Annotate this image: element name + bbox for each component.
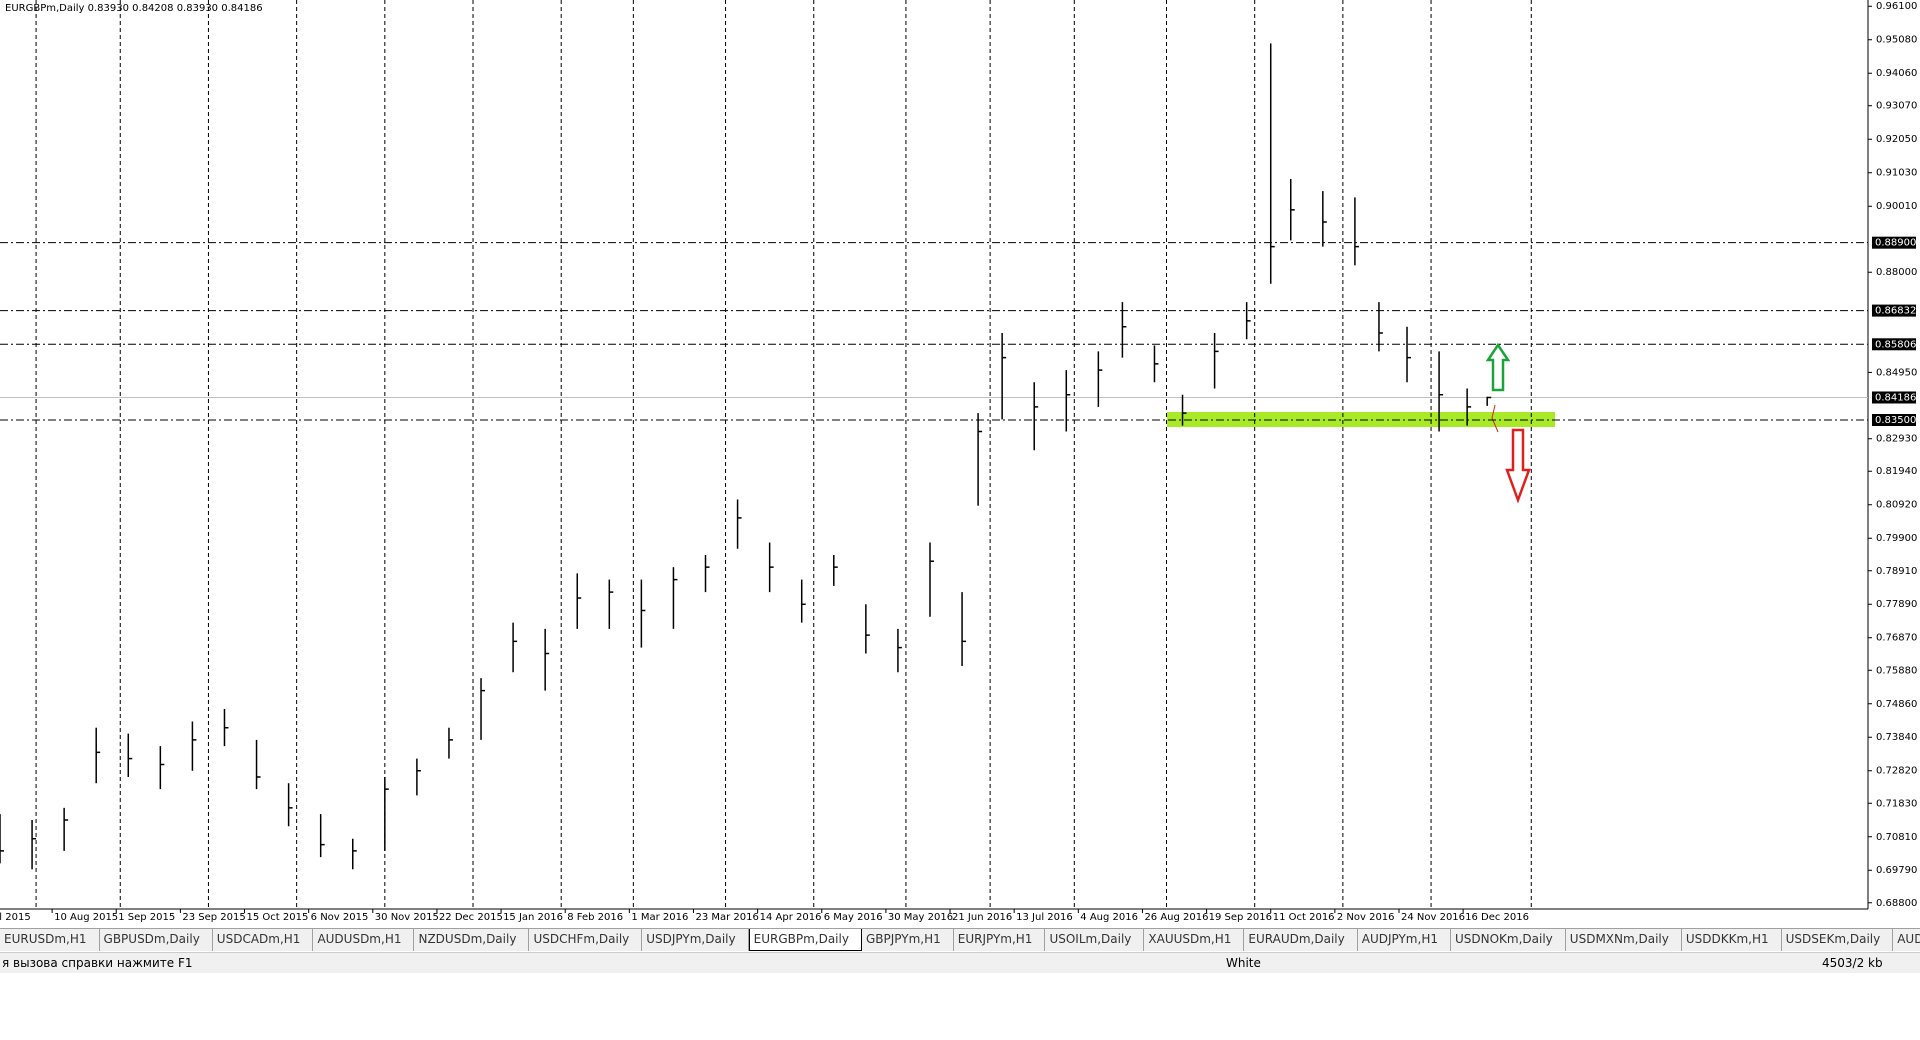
chart-tab[interactable]: GBPJPYm,H1: [862, 929, 954, 951]
chart-title: EURGBPm,Daily 0.83930 0.84208 0.83930 0.…: [5, 3, 263, 14]
x-tick-label: 24 Nov 2016: [1401, 912, 1465, 923]
x-tick-label: 15 Jan 2016: [503, 912, 563, 923]
up-arrow: [1485, 342, 1511, 392]
status-traffic: 4503/2 kb: [1822, 956, 1883, 970]
y-tick-label: 0.79900: [1876, 533, 1917, 544]
chart-tab[interactable]: AUDCAD: [1893, 929, 1920, 951]
y-tick-label: 0.81940: [1876, 466, 1917, 477]
chart-tab[interactable]: USDCADm,H1: [213, 929, 314, 951]
x-tick-label: 22 Dec 2015: [439, 912, 503, 923]
y-tick-label: 0.71830: [1876, 798, 1917, 809]
x-tick-label: 30 Nov 2015: [375, 912, 439, 923]
level-label: 0.84186: [1875, 392, 1916, 403]
x-tick-label: 2 Nov 2016: [1337, 912, 1395, 923]
x-tick-label: 23 Mar 2016: [695, 912, 758, 923]
x-tick-label: 11 Oct 2016: [1273, 912, 1335, 923]
chart-tab[interactable]: USDMXNm,Daily: [1566, 929, 1682, 951]
chart-tab[interactable]: USDSEKm,Daily: [1782, 929, 1894, 951]
y-tick-label: 0.95080: [1876, 35, 1917, 46]
y-tick-label: 0.76870: [1876, 633, 1917, 644]
pen-stroke: [1491, 404, 1499, 433]
y-tick-label: 0.77890: [1876, 599, 1917, 610]
y-tick-label: 0.96100: [1876, 1, 1917, 12]
chart-tab[interactable]: GBPUSDm,Daily: [100, 929, 213, 951]
y-tick-label: 0.68800: [1876, 898, 1917, 909]
x-tick-label: 1 Mar 2016: [631, 912, 688, 923]
x-tick-label: Jul 2015: [0, 912, 31, 923]
chart-tab[interactable]: NZDUSDm,Daily: [414, 929, 530, 951]
level-label: 0.86832: [1875, 306, 1916, 317]
x-tick-label: 4 Aug 2016: [1080, 912, 1138, 923]
chart-tab[interactable]: EURGBPm,Daily: [748, 929, 862, 951]
x-tick-label: 14 Apr 2016: [760, 912, 822, 923]
chart-tab[interactable]: EURUSDm,H1: [0, 929, 100, 951]
chart-tab[interactable]: USDJPYm,Daily: [642, 929, 749, 951]
chart-tab[interactable]: EURAUDm,Daily: [1244, 929, 1358, 951]
x-tick-label: 13 Jul 2016: [1016, 912, 1073, 923]
y-tick-label: 0.80920: [1876, 500, 1917, 511]
chart-tab[interactable]: AUDUSDm,H1: [313, 929, 415, 951]
y-tick-label: 0.93070: [1876, 101, 1917, 112]
x-tick-label: 1 Sep 2015: [118, 912, 175, 923]
y-tick-label: 0.72820: [1876, 766, 1917, 777]
y-tick-label: 0.74860: [1876, 699, 1917, 710]
level-label: 0.85806: [1875, 339, 1916, 350]
level-label-box: [1872, 338, 1916, 351]
chart-tab[interactable]: USDDKKm,H1: [1682, 929, 1782, 951]
x-tick-label: 6 Nov 2015: [311, 912, 369, 923]
chart-tabs: EURUSDm,H1 GBPUSDm,Daily USDCADm,H1 AUDUSDm…: [0, 928, 1920, 951]
y-tick-label: 0.70810: [1876, 832, 1917, 843]
chart-tab[interactable]: USDCHFm,Daily: [529, 929, 643, 951]
y-tick-label: 0.91030: [1876, 168, 1917, 179]
chart-tab[interactable]: USOILm,Daily: [1045, 929, 1145, 951]
x-tick-label: 23 Sep 2015: [182, 912, 245, 923]
y-tick-label: 0.82930: [1876, 434, 1917, 445]
level-label: 0.83500: [1875, 415, 1916, 426]
y-tick-label: 0.73840: [1876, 732, 1917, 743]
x-tick-label: 21 Jun 2016: [952, 912, 1012, 923]
chart-tab[interactable]: USDNOKm,Daily: [1451, 929, 1566, 951]
status-help: я вызова справки нажмите F1: [2, 956, 193, 970]
y-tick-label: 0.78910: [1876, 566, 1917, 577]
chart-tab[interactable]: EURJPYm,H1: [954, 929, 1046, 951]
chart-tab[interactable]: AUDJPYm,H1: [1358, 929, 1451, 951]
chart: EURGBPm,Daily 0.83930 0.84208 0.83930 0.…: [0, 0, 1917, 923]
status-profile: White: [1226, 956, 1261, 970]
chart-tab[interactable]: XAUUSDm,H1: [1144, 929, 1245, 951]
x-tick-label: 16 Dec 2016: [1465, 912, 1529, 923]
x-tick-label: 6 May 2016: [824, 912, 883, 923]
level-label-box: [1872, 414, 1916, 427]
level-label-box: [1872, 236, 1916, 249]
x-tick-label: 10 Aug 2015: [54, 912, 118, 923]
down-arrow: [1505, 428, 1531, 504]
x-tick-label: 26 Aug 2016: [1144, 912, 1208, 923]
y-tick-label: 0.84950: [1876, 367, 1917, 378]
y-tick-label: 0.69790: [1876, 865, 1917, 876]
y-tick-label: 0.92050: [1876, 134, 1917, 145]
x-tick-label: 19 Sep 2016: [1209, 912, 1272, 923]
level-label-box: [1872, 391, 1916, 404]
y-tick-label: 0.94060: [1876, 68, 1917, 79]
x-tick-label: 30 May 2016: [888, 912, 953, 923]
level-label-box: [1872, 304, 1916, 317]
level-label: 0.88900: [1875, 238, 1916, 249]
x-tick-label: 15 Oct 2015: [247, 912, 309, 923]
y-tick-label: 0.88000: [1876, 267, 1917, 278]
y-tick-label: 0.90010: [1876, 201, 1917, 212]
status-bar: я вызова справки нажмите F1 White 4503/2…: [0, 952, 1920, 973]
support-zone-highlight: [1167, 412, 1555, 427]
x-tick-label: 8 Feb 2016: [567, 912, 623, 923]
y-tick-label: 0.75880: [1876, 665, 1917, 676]
